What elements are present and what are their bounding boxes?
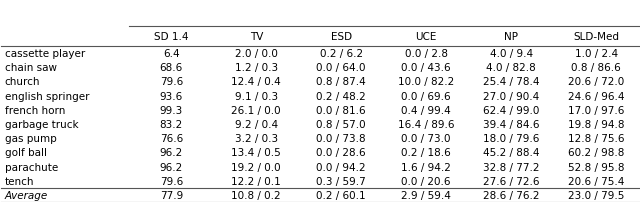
Text: UCE: UCE	[415, 32, 437, 42]
Text: 10.8 / 0.2: 10.8 / 0.2	[232, 190, 281, 200]
Text: 0.0 / 43.6: 0.0 / 43.6	[401, 63, 451, 73]
Text: ESD: ESD	[331, 32, 352, 42]
Text: golf ball: golf ball	[4, 148, 47, 158]
Text: 96.2: 96.2	[160, 148, 183, 158]
Text: garbage truck: garbage truck	[4, 119, 78, 129]
Text: 13.4 / 0.5: 13.4 / 0.5	[232, 148, 281, 158]
Text: SD 1.4: SD 1.4	[154, 32, 189, 42]
Text: 6.4: 6.4	[163, 49, 180, 59]
Text: 39.4 / 84.6: 39.4 / 84.6	[483, 119, 540, 129]
Text: 20.6 / 75.4: 20.6 / 75.4	[568, 176, 624, 186]
Text: 9.2 / 0.4: 9.2 / 0.4	[235, 119, 278, 129]
Text: 0.0 / 81.6: 0.0 / 81.6	[316, 105, 366, 115]
Text: 0.2 / 18.6: 0.2 / 18.6	[401, 148, 451, 158]
Text: 99.3: 99.3	[160, 105, 183, 115]
Text: 25.4 / 78.4: 25.4 / 78.4	[483, 77, 540, 87]
Text: TV: TV	[250, 32, 263, 42]
Text: 18.0 / 79.6: 18.0 / 79.6	[483, 134, 540, 143]
Text: 24.6 / 96.4: 24.6 / 96.4	[568, 91, 625, 101]
Text: 0.0 / 94.2: 0.0 / 94.2	[316, 162, 366, 172]
Text: parachute: parachute	[4, 162, 58, 172]
Text: 2.9 / 59.4: 2.9 / 59.4	[401, 190, 451, 200]
Text: 26.1 / 0.0: 26.1 / 0.0	[232, 105, 281, 115]
Text: 0.8 / 57.0: 0.8 / 57.0	[316, 119, 366, 129]
Text: 20.6 / 72.0: 20.6 / 72.0	[568, 77, 624, 87]
Text: 27.6 / 72.6: 27.6 / 72.6	[483, 176, 540, 186]
Text: 68.6: 68.6	[160, 63, 183, 73]
Text: 93.6: 93.6	[160, 91, 183, 101]
Text: 0.0 / 64.0: 0.0 / 64.0	[317, 63, 366, 73]
Text: 0.0 / 69.6: 0.0 / 69.6	[401, 91, 451, 101]
Text: 28.6 / 76.2: 28.6 / 76.2	[483, 190, 540, 200]
Text: 79.6: 79.6	[160, 176, 183, 186]
Text: 19.8 / 94.8: 19.8 / 94.8	[568, 119, 625, 129]
Text: cassette player: cassette player	[4, 49, 85, 59]
Text: 0.4 / 99.4: 0.4 / 99.4	[401, 105, 451, 115]
Text: english springer: english springer	[4, 91, 89, 101]
Text: 0.0 / 2.8: 0.0 / 2.8	[404, 49, 448, 59]
Text: 60.2 / 98.8: 60.2 / 98.8	[568, 148, 624, 158]
Text: 23.0 / 79.5: 23.0 / 79.5	[568, 190, 624, 200]
Text: 0.8 / 87.4: 0.8 / 87.4	[316, 77, 366, 87]
Text: 4.0 / 9.4: 4.0 / 9.4	[490, 49, 532, 59]
Text: 0.8 / 86.6: 0.8 / 86.6	[572, 63, 621, 73]
Text: 0.0 / 73.0: 0.0 / 73.0	[401, 134, 451, 143]
Text: 62.4 / 99.0: 62.4 / 99.0	[483, 105, 540, 115]
Text: 12.4 / 0.4: 12.4 / 0.4	[232, 77, 281, 87]
Text: 17.0 / 97.6: 17.0 / 97.6	[568, 105, 624, 115]
Text: 0.0 / 28.6: 0.0 / 28.6	[316, 148, 366, 158]
Text: SLD-Med: SLD-Med	[573, 32, 619, 42]
Text: 19.2 / 0.0: 19.2 / 0.0	[232, 162, 281, 172]
Text: tench: tench	[4, 176, 34, 186]
Text: 10.0 / 82.2: 10.0 / 82.2	[398, 77, 454, 87]
Text: 45.2 / 88.4: 45.2 / 88.4	[483, 148, 540, 158]
Text: 0.3 / 59.7: 0.3 / 59.7	[316, 176, 366, 186]
Text: french horn: french horn	[4, 105, 65, 115]
Text: 0.0 / 20.6: 0.0 / 20.6	[401, 176, 451, 186]
Text: 12.2 / 0.1: 12.2 / 0.1	[232, 176, 281, 186]
Text: 2.0 / 0.0: 2.0 / 0.0	[235, 49, 278, 59]
Text: 0.2 / 6.2: 0.2 / 6.2	[319, 49, 363, 59]
Text: 0.2 / 48.2: 0.2 / 48.2	[316, 91, 366, 101]
Text: 0.0 / 73.8: 0.0 / 73.8	[316, 134, 366, 143]
Text: 32.8 / 77.2: 32.8 / 77.2	[483, 162, 540, 172]
Text: 1.2 / 0.3: 1.2 / 0.3	[235, 63, 278, 73]
Text: 79.6: 79.6	[160, 77, 183, 87]
Text: 83.2: 83.2	[160, 119, 183, 129]
Text: 52.8 / 95.8: 52.8 / 95.8	[568, 162, 625, 172]
Text: 96.2: 96.2	[160, 162, 183, 172]
Text: 4.0 / 82.8: 4.0 / 82.8	[486, 63, 536, 73]
Text: 3.2 / 0.3: 3.2 / 0.3	[235, 134, 278, 143]
Text: Average: Average	[4, 190, 48, 200]
Text: NP: NP	[504, 32, 518, 42]
Text: 9.1 / 0.3: 9.1 / 0.3	[235, 91, 278, 101]
Text: church: church	[4, 77, 40, 87]
Text: 27.0 / 90.4: 27.0 / 90.4	[483, 91, 540, 101]
Text: 1.0 / 2.4: 1.0 / 2.4	[575, 49, 618, 59]
Text: chain saw: chain saw	[4, 63, 56, 73]
Text: 12.8 / 75.6: 12.8 / 75.6	[568, 134, 625, 143]
Text: 1.6 / 94.2: 1.6 / 94.2	[401, 162, 451, 172]
Text: 0.2 / 60.1: 0.2 / 60.1	[316, 190, 366, 200]
Text: 76.6: 76.6	[160, 134, 183, 143]
Text: gas pump: gas pump	[4, 134, 56, 143]
Text: 77.9: 77.9	[160, 190, 183, 200]
Text: 16.4 / 89.6: 16.4 / 89.6	[398, 119, 454, 129]
